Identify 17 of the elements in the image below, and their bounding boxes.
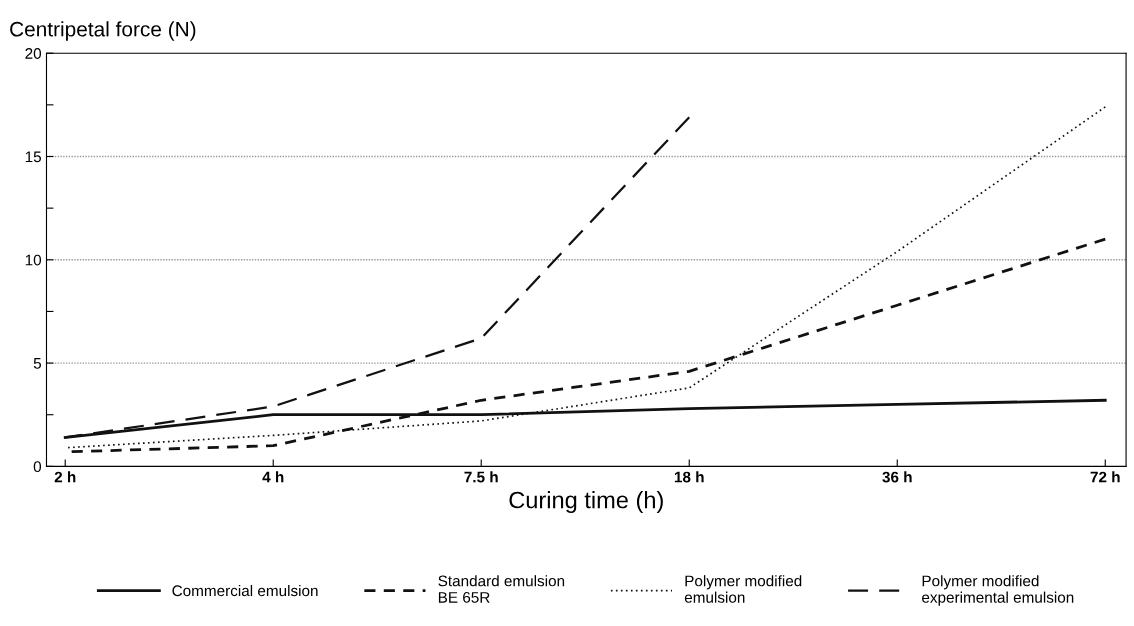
y-tick-label: 5 [33, 358, 41, 369]
legend-label: Standard emulsion BE 65R [438, 575, 565, 603]
y-axis-title: Centripetal force (N) [10, 21, 196, 41]
x-tick-label: 72 h [1090, 471, 1120, 483]
legend-label: Polymer modified experimental emulsion [922, 575, 1074, 606]
legend-label: Commercial emulsion [172, 584, 318, 597]
x-tick-label: 7.5 h [464, 471, 498, 483]
x-tick-label: 18 h [674, 471, 704, 483]
y-tick-label: 0 [33, 461, 42, 473]
y-tick-label: 20 [25, 48, 42, 59]
x-axis-title: Curing time (h) [509, 491, 663, 514]
y-tick-label: 10 [25, 254, 42, 266]
legend-label: Polymer modified emulsion [684, 575, 802, 603]
x-tick-label: 2 h [54, 471, 76, 483]
x-tick-label: 4 h [262, 471, 284, 483]
y-tick-label: 15 [25, 151, 41, 163]
x-tick-label: 36 h [882, 471, 912, 483]
